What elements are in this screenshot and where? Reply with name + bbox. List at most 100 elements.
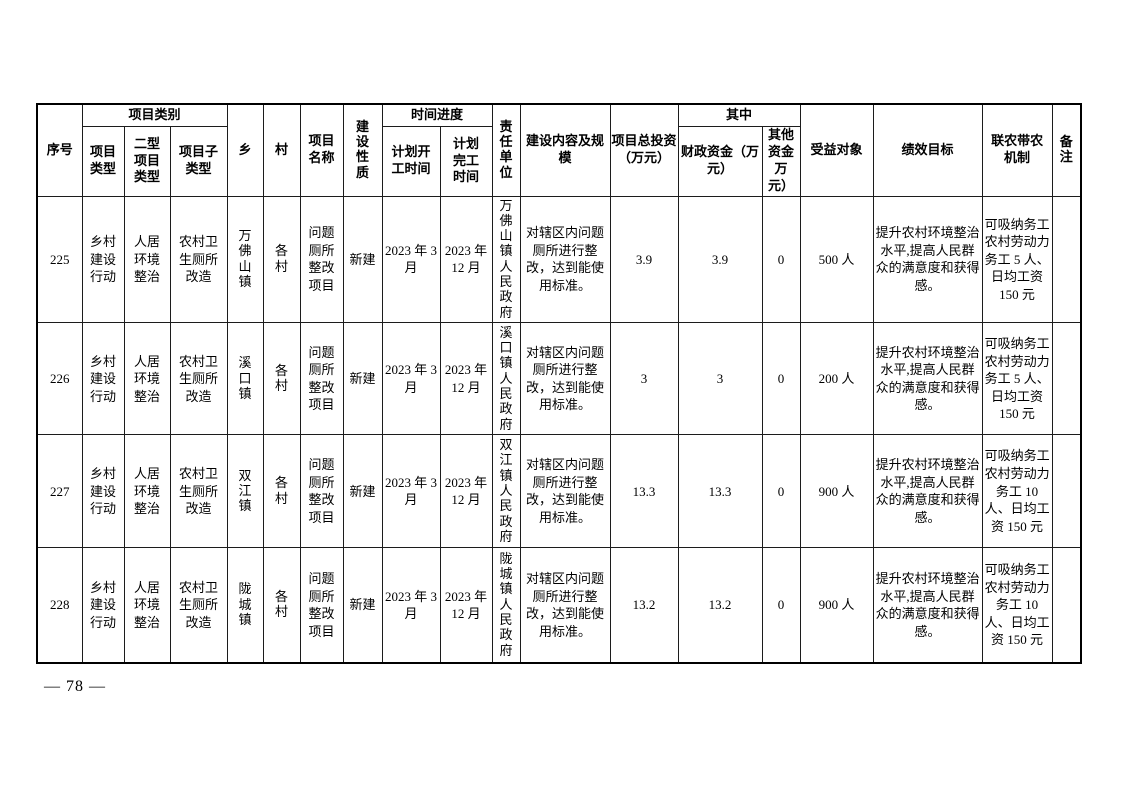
cell-township-text: 双江镇 — [238, 467, 252, 514]
cell-village: 各村 — [262, 322, 301, 436]
col-header-village: 村 — [262, 103, 301, 197]
cell-serial: 226 — [36, 322, 83, 436]
cell-project-type2: 人居环境整治 — [123, 195, 171, 324]
col-header-project-type2: 二型项目类型 — [123, 125, 171, 197]
cell-farmer-linkage: 可吸纳务工农村劳动力务工 5 人、日均工资 150 元 — [981, 195, 1053, 324]
cell-project-name: 问题厕所整改项目 — [299, 322, 344, 436]
col-header-among-group: 其中 — [677, 103, 801, 127]
col-header-farmer-linkage-label: 联农带农机制 — [991, 133, 1044, 166]
col-header-fiscal-funds: 财政资金（万元） — [677, 125, 763, 197]
cell-performance-goal: 提升农村环境整治水平,提高人民群众的满意度和获得感。 — [872, 322, 983, 436]
cell-content-scale: 对辖区内问题厕所进行整改，达到能使用标准。 — [519, 195, 611, 324]
cell-township-text: 溪口镇 — [238, 355, 252, 401]
cell-project-name: 问题厕所整改项目 — [299, 195, 344, 324]
table-row: 225 乡村建设行动 人居环境整治 农村卫生厕所改造 万佛山镇 各村 问题厕所整… — [36, 195, 1082, 324]
cell-project-name-text: 问题厕所整改项目 — [308, 225, 335, 293]
cell-total-investment: 13.3 — [609, 434, 679, 549]
table-row: 227 乡村建设行动 人居环境整治 农村卫生厕所改造 双江镇 各村 问题厕所整改… — [36, 434, 1082, 549]
cell-content-scale: 对辖区内问题厕所进行整改，达到能使用标准。 — [519, 322, 611, 436]
cell-project-type: 乡村建设行动 — [81, 195, 125, 324]
table-row: 228 乡村建设行动 人居环境整治 农村卫生厕所改造 陇城镇 各村 问题厕所整改… — [36, 547, 1082, 664]
col-header-project-name: 项目名称 — [299, 103, 344, 197]
col-header-farmer-linkage: 联农带农机制 — [981, 103, 1053, 197]
col-header-category-group: 项目类别 — [81, 103, 228, 127]
cell-project-type2-text: 人居环境整治 — [134, 353, 161, 404]
cell-project-name-text: 问题厕所整改项目 — [308, 571, 335, 639]
cell-content-scale: 对辖区内问题厕所进行整改，达到能使用标准。 — [519, 434, 611, 549]
cell-plan-end: 2023 年 12 月 — [439, 434, 493, 549]
cell-village: 各村 — [262, 547, 301, 664]
cell-other-funds: 0 — [761, 322, 801, 436]
col-header-project-subtype: 项目子类型 — [169, 125, 228, 197]
cell-township: 溪口镇 — [226, 322, 264, 436]
cell-project-type2: 人居环境整治 — [123, 434, 171, 549]
cell-project-subtype-text: 农村卫生厕所改造 — [179, 353, 219, 404]
cell-township: 万佛山镇 — [226, 195, 264, 324]
cell-build-nature: 新建 — [342, 322, 383, 436]
cell-performance-goal: 提升农村环境整治水平,提高人民群众的满意度和获得感。 — [872, 547, 983, 664]
cell-fiscal-funds: 3 — [677, 322, 763, 436]
cell-project-subtype: 农村卫生厕所改造 — [169, 322, 228, 436]
cell-project-type: 乡村建设行动 — [81, 322, 125, 436]
cell-project-type2-text: 人居环境整治 — [134, 579, 161, 630]
col-header-responsible-unit: 责任单位 — [491, 103, 521, 197]
cell-responsible-unit: 陇城镇人民政府 — [491, 547, 521, 664]
col-header-plan-end: 计划完工时间 — [439, 125, 493, 197]
project-table: 序号 项目类别 乡 村 项目名称 建设性质 时间进度 责任单位 建设内容及规模 … — [36, 103, 1083, 664]
cell-total-investment: 3 — [609, 322, 679, 436]
cell-remark — [1051, 195, 1082, 324]
cell-farmer-linkage: 可吸纳务工农村劳动力务工 5 人、日均工资 150 元 — [981, 322, 1053, 436]
cell-serial: 225 — [36, 195, 83, 324]
cell-village: 各村 — [262, 434, 301, 549]
cell-total-investment: 13.2 — [609, 547, 679, 664]
cell-project-type: 乡村建设行动 — [81, 547, 125, 664]
cell-village-text: 各村 — [275, 589, 289, 620]
cell-project-subtype: 农村卫生厕所改造 — [169, 195, 228, 324]
cell-project-subtype-text: 农村卫生厕所改造 — [179, 579, 219, 630]
cell-plan-start: 2023 年 3 月 — [381, 547, 441, 664]
cell-other-funds: 0 — [761, 195, 801, 324]
cell-project-subtype-text: 农村卫生厕所改造 — [179, 234, 219, 285]
cell-township: 双江镇 — [226, 434, 264, 549]
cell-village-text: 各村 — [275, 475, 289, 506]
cell-township: 陇城镇 — [226, 547, 264, 664]
cell-responsible-unit: 万佛山镇人民政府 — [491, 195, 521, 324]
cell-farmer-linkage: 可吸纳务工农村劳动力务工 10 人、日均工资 150 元 — [981, 434, 1053, 549]
cell-beneficiaries: 200 人 — [799, 322, 874, 436]
cell-fiscal-funds: 3.9 — [677, 195, 763, 324]
cell-other-funds: 0 — [761, 547, 801, 664]
col-header-beneficiaries: 受益对象 — [799, 103, 874, 197]
cell-build-nature: 新建 — [342, 434, 383, 549]
col-header-project-name-label: 项目名称 — [308, 133, 335, 166]
cell-project-type-text: 乡村建设行动 — [90, 234, 117, 285]
cell-other-funds: 0 — [761, 434, 801, 549]
cell-project-type2-text: 人居环境整治 — [134, 466, 161, 517]
col-header-project-type: 项目类型 — [81, 125, 125, 197]
cell-plan-end: 2023 年 12 月 — [439, 195, 493, 324]
col-header-plan-start-label: 计划开工时间 — [391, 144, 431, 176]
cell-responsible-unit: 溪口镇人民政府 — [491, 322, 521, 436]
cell-performance-goal: 提升农村环境整治水平,提高人民群众的满意度和获得感。 — [872, 434, 983, 549]
cell-responsible-unit-text: 双江镇人民政府 — [499, 437, 513, 545]
col-header-remark-label: 备注 — [1059, 134, 1073, 165]
cell-build-nature: 新建 — [342, 547, 383, 664]
cell-township-text: 万佛山镇 — [238, 228, 252, 290]
cell-performance-goal: 提升农村环境整治水平,提高人民群众的满意度和获得感。 — [872, 195, 983, 324]
col-header-build-nature: 建设性质 — [342, 103, 383, 197]
cell-farmer-linkage: 可吸纳务工农村劳动力务工 10 人、日均工资 150 元 — [981, 547, 1053, 664]
col-header-project-type2-label: 二型项目类型 — [134, 135, 161, 185]
cell-total-investment: 3.9 — [609, 195, 679, 324]
cell-project-type2: 人居环境整治 — [123, 547, 171, 664]
cell-project-type-text: 乡村建设行动 — [90, 353, 117, 404]
cell-village: 各村 — [262, 195, 301, 324]
cell-project-name: 问题厕所整改项目 — [299, 434, 344, 549]
col-header-plan-start: 计划开工时间 — [381, 125, 441, 197]
col-header-project-type-label: 项目类型 — [90, 144, 117, 176]
cell-fiscal-funds: 13.3 — [677, 434, 763, 549]
cell-serial: 227 — [36, 434, 83, 549]
cell-responsible-unit-text: 溪口镇人民政府 — [499, 324, 513, 432]
cell-village-text: 各村 — [275, 362, 289, 394]
cell-project-type2-text: 人居环境整治 — [134, 234, 161, 285]
cell-project-type2: 人居环境整治 — [123, 322, 171, 436]
